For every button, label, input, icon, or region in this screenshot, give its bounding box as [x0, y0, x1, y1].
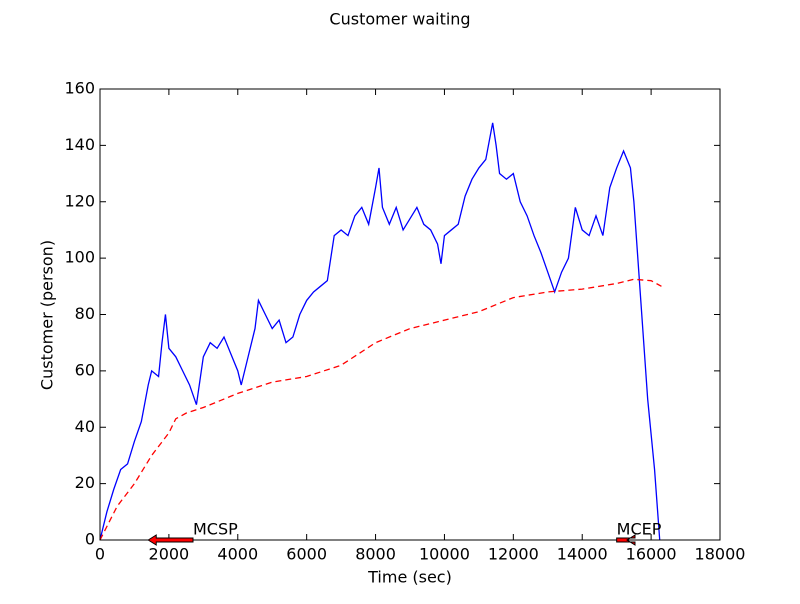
y-tick-label: 60	[75, 360, 95, 379]
x-axis-label: Time (sec)	[367, 568, 452, 587]
y-tick-label: 20	[75, 473, 95, 492]
y-tick-label: 100	[64, 248, 95, 267]
x-tick-label: 0	[95, 545, 105, 564]
x-tick-label: 6000	[286, 545, 327, 564]
y-tick-label: 120	[64, 191, 95, 210]
plot-frame	[99, 88, 721, 541]
annotation-text: MCEP	[617, 520, 662, 539]
annotation-text: MCSP	[193, 520, 238, 539]
annotation-arrow	[147, 534, 194, 546]
x-tick-label: 18000	[695, 545, 746, 564]
y-tick-label: 80	[75, 304, 95, 323]
y-tick-label: 40	[75, 417, 95, 436]
x-tick-label: 14000	[557, 545, 608, 564]
data-line	[99, 278, 662, 541]
x-tick-label: 4000	[217, 545, 258, 564]
y-tick-label: 140	[64, 135, 95, 154]
x-tick-label: 16000	[626, 545, 677, 564]
data-line	[99, 122, 661, 541]
y-tick-label: 0	[85, 530, 95, 549]
x-tick-label: 2000	[149, 545, 190, 564]
x-tick-label: 8000	[355, 545, 396, 564]
chart-title: Customer waiting	[329, 10, 470, 29]
x-tick-label: 10000	[419, 545, 470, 564]
y-axis-label: Customer (person)	[38, 240, 57, 390]
x-tick-label: 12000	[488, 545, 539, 564]
y-tick-label: 160	[64, 79, 95, 98]
annotation-arrow	[616, 534, 636, 546]
